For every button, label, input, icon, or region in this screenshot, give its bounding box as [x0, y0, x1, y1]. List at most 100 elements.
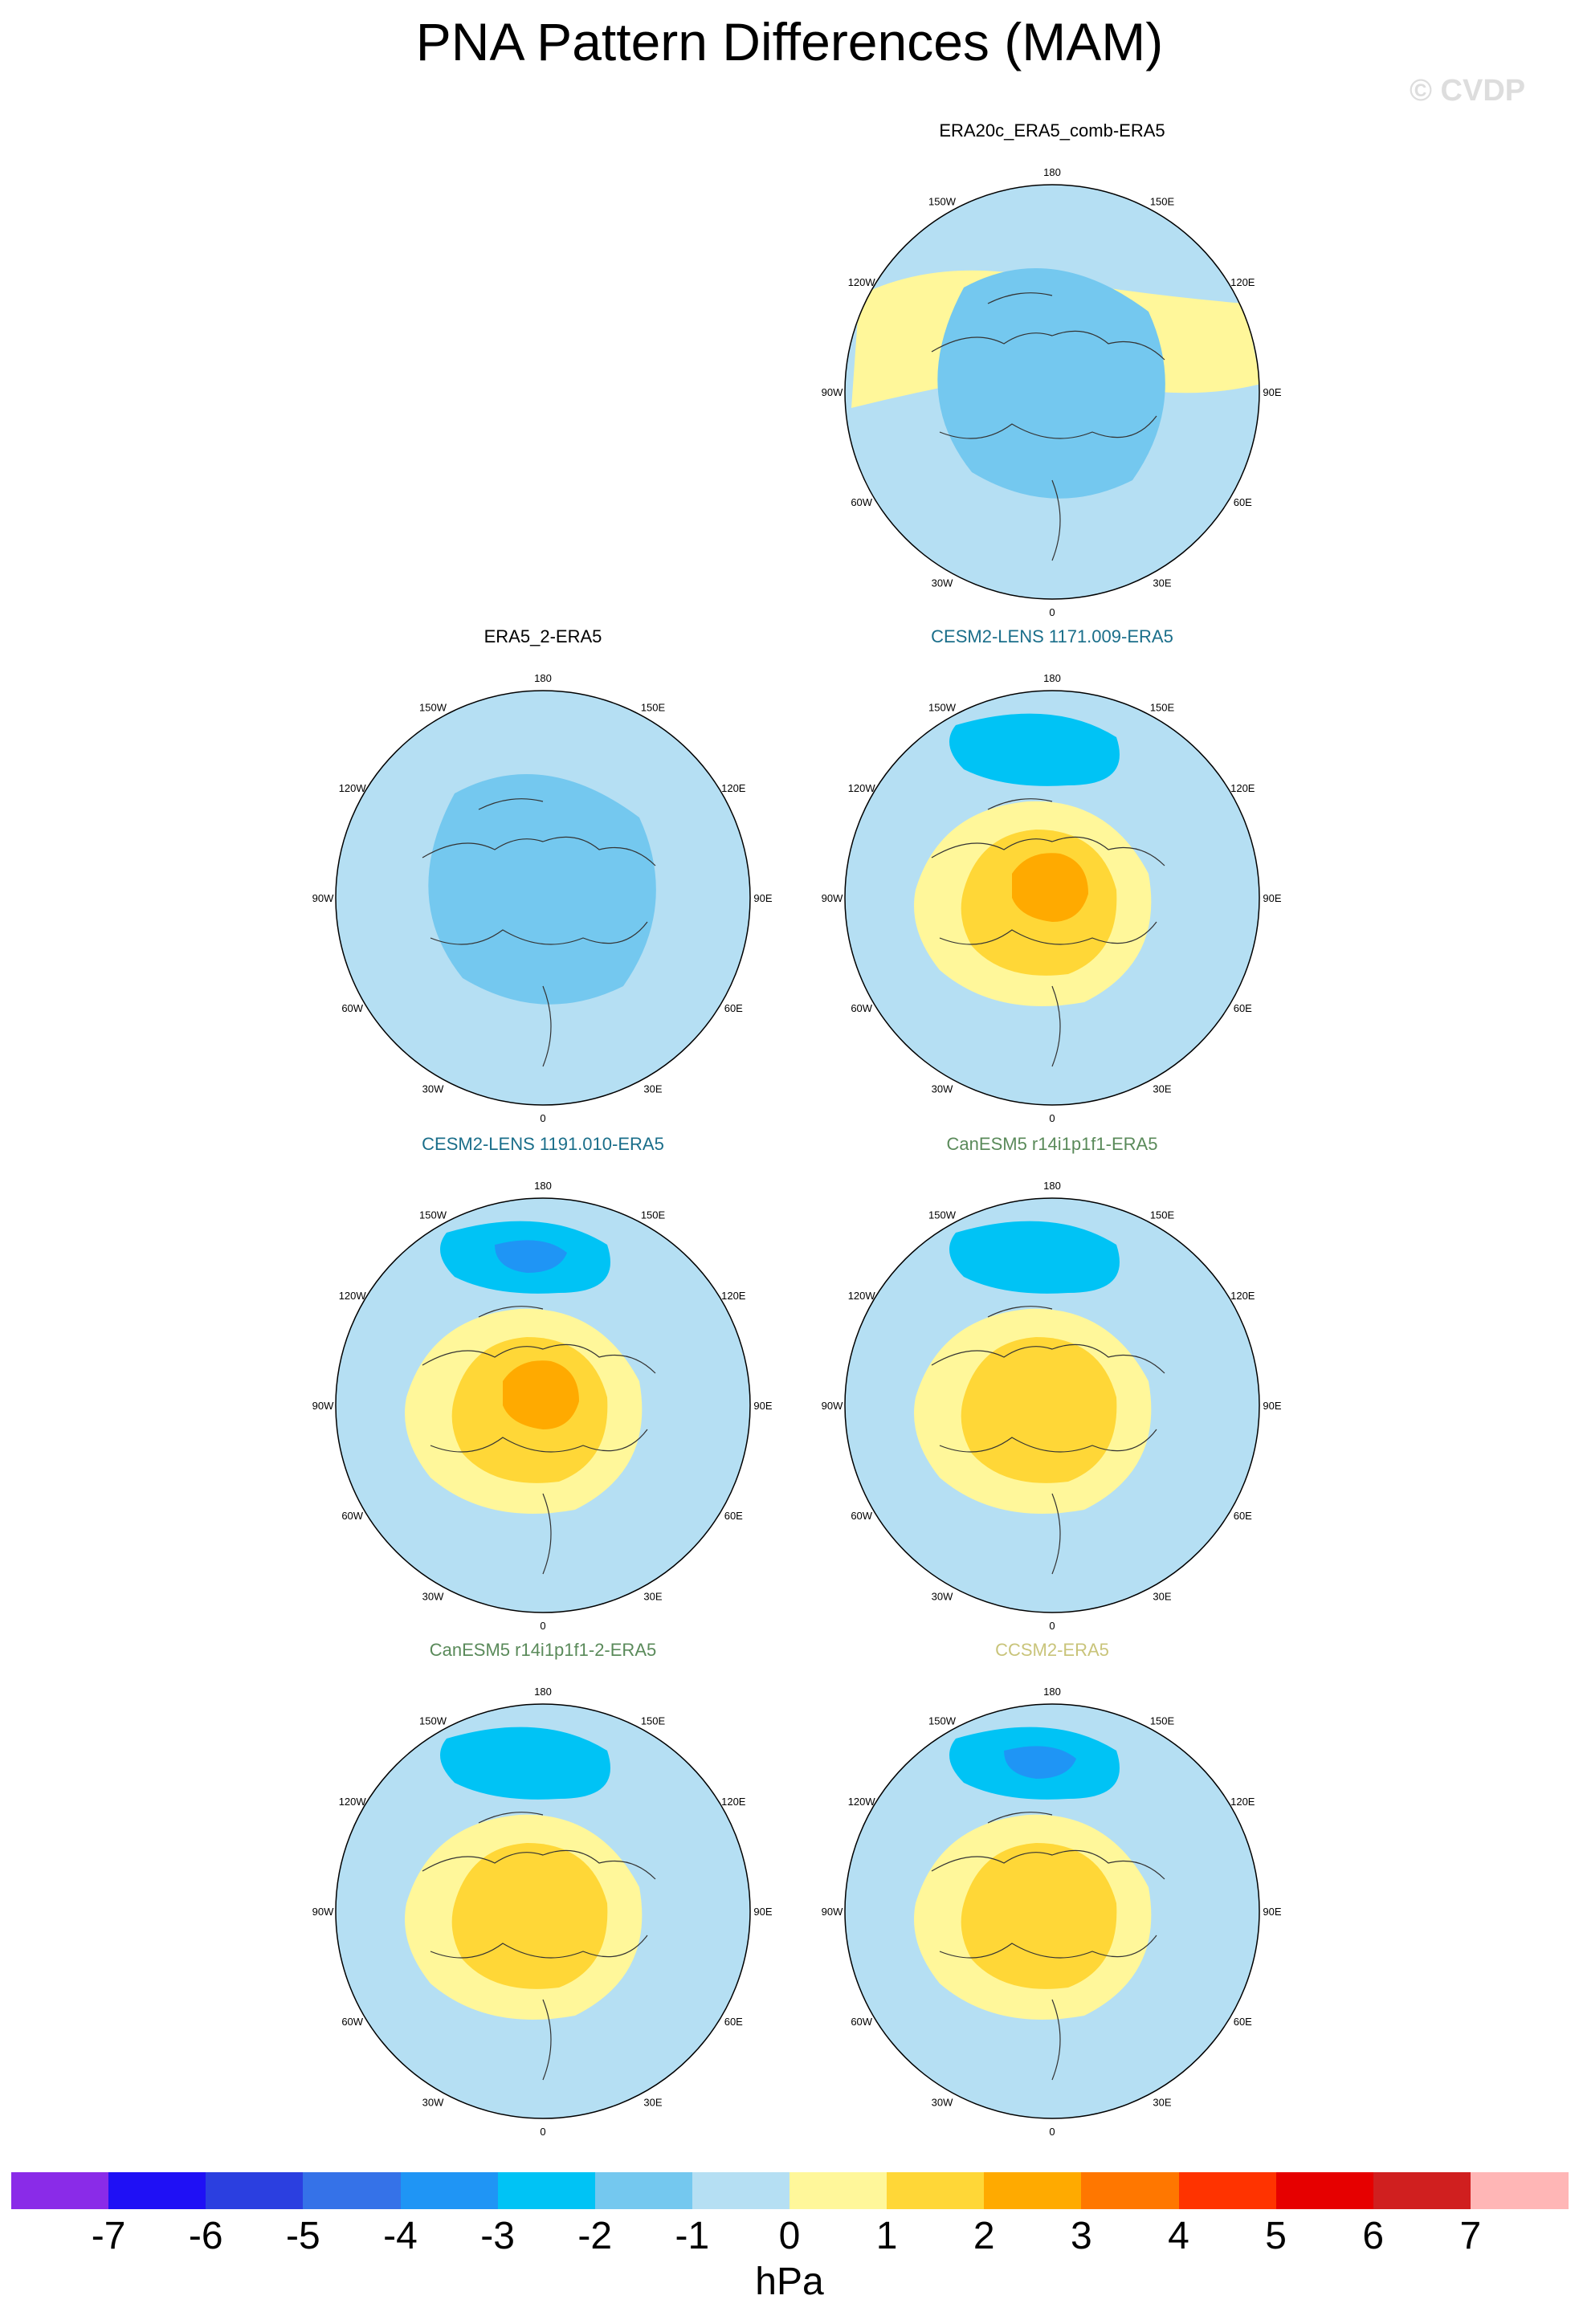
longitude-label: 120W — [339, 1290, 367, 1302]
colorbar-swatch — [400, 2172, 499, 2209]
longitude-label: 90W — [822, 892, 843, 904]
longitude-label: 0 — [540, 1112, 545, 1124]
longitude-label: 90W — [822, 1906, 843, 1918]
map-panel-canesm2: CanESM5 r14i1p1f1-2-ERA5 180 150E 120E 90E 60… — [302, 1640, 784, 2154]
colorbar-swatch — [887, 2172, 985, 2209]
polar-map: 180 150E 120E 90E 60E 30E 0 30W 60W 90W 120W 150W — [312, 672, 773, 1124]
colorbar-swatch — [497, 2172, 596, 2209]
coastlines — [931, 1812, 1165, 2081]
longitude-label: 90E — [1263, 1400, 1281, 1412]
longitude-label: 120W — [848, 1290, 876, 1302]
longitude-label: 90W — [822, 386, 843, 398]
colorbar-unit: hPa — [755, 2261, 824, 2303]
anomaly-region — [937, 268, 1165, 499]
colorbar-tick-label: 7 — [1459, 2215, 1482, 2257]
longitude-label: 120E — [1230, 276, 1255, 288]
longitude-label: 150E — [641, 1209, 666, 1221]
longitude-label: 30E — [643, 2096, 662, 2108]
anomaly-region — [949, 1221, 1120, 1294]
anomaly-region — [1004, 1746, 1076, 1779]
colorbar-tick-label: 6 — [1362, 2215, 1385, 2257]
longitude-label: 60E — [724, 2016, 743, 2028]
map-border — [844, 1197, 1260, 1613]
longitude-label: 120E — [1230, 782, 1255, 794]
longitude-label: 30E — [1153, 1590, 1171, 1602]
coastlines — [422, 798, 656, 1067]
longitude-label: 60W — [341, 2016, 363, 2028]
longitude-label: 30W — [932, 577, 953, 589]
colorbar-swatch — [1373, 2172, 1471, 2209]
longitude-label: 60W — [851, 1510, 872, 1522]
longitude-label: 30W — [932, 1590, 953, 1602]
longitude-label: 120E — [721, 1290, 746, 1302]
panel-title: CanESM5 r14i1p1f1-ERA5 — [946, 1134, 1158, 1154]
longitude-label: 90W — [822, 1400, 843, 1412]
longitude-label: 60E — [724, 1002, 743, 1014]
longitude-label: 30E — [1153, 2096, 1171, 2108]
longitude-label: 120W — [848, 276, 876, 288]
map-panel-ccsm2: CCSM2-ERA5 180 150E 120E 90E 60E 30E 0 30W 60W 90W… — [811, 1640, 1293, 2154]
longitude-label: 0 — [1049, 2126, 1055, 2138]
map-border — [844, 1703, 1260, 2119]
longitude-label: 180 — [534, 672, 552, 684]
colorbar-tick-label: -7 — [91, 2215, 126, 2257]
longitude-label: 60E — [724, 1510, 743, 1522]
longitude-label: 60E — [1234, 496, 1252, 508]
longitude-label: 180 — [1043, 1180, 1061, 1192]
longitude-label: 120E — [1230, 1796, 1255, 1808]
longitude-label: 0 — [1049, 1620, 1055, 1632]
longitude-label: 30W — [932, 2096, 953, 2108]
longitude-label: 150E — [641, 702, 666, 714]
coastlines — [931, 1306, 1165, 1575]
colorbar-swatch — [11, 2172, 109, 2209]
longitude-label: 60W — [341, 1510, 363, 1522]
polar-map: 180 150E 120E 90E 60E 30E 0 30W 60W 90W 120W 150W — [822, 1180, 1282, 1632]
longitude-label: 90E — [1263, 1906, 1281, 1918]
colorbar-tick-label: -2 — [577, 2215, 613, 2257]
colorbar-swatch — [206, 2172, 304, 2209]
longitude-label: 150W — [928, 196, 957, 208]
longitude-label: 180 — [1043, 672, 1061, 684]
panel-title: CESM2-LENS 1191.010-ERA5 — [422, 1134, 664, 1154]
colorbar-swatch — [692, 2172, 790, 2209]
longitude-label: 150E — [1150, 1715, 1175, 1727]
longitude-label: 150W — [928, 1715, 957, 1727]
figure-title: PNA Pattern Differences (MAM) — [415, 12, 1164, 71]
anomaly-region — [961, 1337, 1117, 1483]
panel-title: CCSM2-ERA5 — [995, 1640, 1109, 1660]
longitude-label: 120E — [721, 782, 746, 794]
colorbar-tick-label: -4 — [383, 2215, 418, 2257]
longitude-label: 120E — [1230, 1290, 1255, 1302]
longitude-label: 180 — [534, 1686, 552, 1698]
longitude-label: 30W — [422, 1590, 444, 1602]
colorbar-swatch — [1275, 2172, 1374, 2209]
longitude-label: 150W — [419, 1715, 447, 1727]
longitude-label: 90W — [312, 1400, 334, 1412]
longitude-label: 30E — [643, 1082, 662, 1095]
longitude-label: 150W — [928, 1209, 957, 1221]
longitude-label: 60W — [851, 2016, 872, 2028]
colorbar-tick-label: 3 — [1071, 2215, 1092, 2257]
longitude-label: 150E — [1150, 196, 1175, 208]
longitude-label: 180 — [1043, 166, 1061, 178]
credit-watermark: © CVDP — [1410, 74, 1526, 108]
map-border — [335, 1197, 751, 1613]
longitude-label: 90W — [312, 1906, 334, 1918]
longitude-label: 30E — [1153, 577, 1171, 589]
coastlines — [422, 1306, 656, 1575]
longitude-label: 150E — [1150, 702, 1175, 714]
map-panel-era20c: ERA20c_ERA5_comb-ERA5 180 150E 120E 90E 60E 30… — [811, 120, 1293, 634]
colorbar-swatch — [984, 2172, 1082, 2209]
longitude-label: 30W — [422, 1082, 444, 1095]
longitude-label: 0 — [540, 1620, 545, 1632]
longitude-label: 120W — [339, 1796, 367, 1808]
longitude-label: 180 — [534, 1180, 552, 1192]
colorbar-tick-label: 2 — [973, 2215, 995, 2257]
map-border — [844, 184, 1260, 600]
coastlines — [931, 798, 1165, 1067]
longitude-label: 90W — [312, 892, 334, 904]
colorbar-swatch — [1470, 2172, 1569, 2209]
longitude-label: 0 — [1049, 1112, 1055, 1124]
map-panel-cesm1171: CESM2-LENS 1171.009-ERA5 180 150E 120E 90E 60… — [811, 626, 1293, 1140]
map-border — [335, 1703, 751, 2119]
